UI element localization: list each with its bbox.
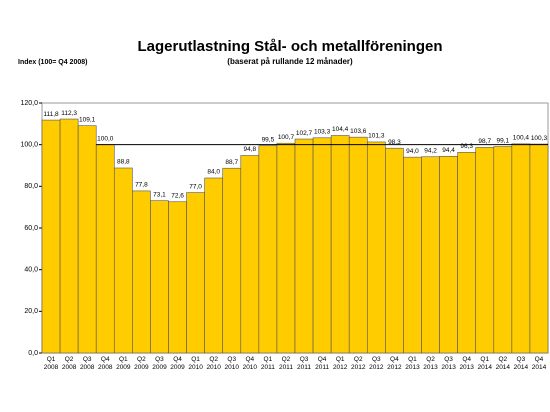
x-tick-label: Q4 2014	[531, 356, 547, 371]
value-label: 103,3	[314, 129, 331, 136]
value-label: 77,8	[135, 182, 148, 189]
x-tick-label: Q3 2014	[513, 356, 529, 371]
value-label: 112,3	[61, 110, 77, 117]
bar	[511, 143, 531, 354]
x-tick-label: Q4 2013	[459, 356, 474, 371]
value-label: 100,4	[513, 135, 530, 142]
bar	[475, 147, 495, 354]
value-label: 111,8	[43, 111, 59, 118]
value-label: 100,3	[531, 135, 548, 142]
bar	[312, 137, 332, 354]
x-tick-label: Q4 2009	[170, 356, 185, 371]
bar	[204, 177, 224, 354]
x-tick-label: Q2 2014	[495, 356, 511, 371]
x-tick-label: Q4 2011	[315, 356, 330, 371]
x-tick-label: Q1 2013	[405, 356, 420, 371]
y-tick-label: 100,0	[20, 142, 38, 149]
x-tick-label: Q4 2008	[98, 356, 113, 371]
x-tick-label: Q2 2012	[351, 356, 366, 371]
y-tick-label: 60,0	[24, 225, 38, 232]
x-tick-label: Q4 2012	[387, 356, 402, 371]
value-label: 104,4	[332, 126, 349, 133]
value-label: 84,0	[207, 169, 220, 176]
value-label: 94,4	[442, 147, 455, 154]
x-tick-label: Q1 2012	[332, 356, 348, 371]
y-tick-label: 120,0	[20, 100, 38, 107]
x-tick-label: Q1 2010	[188, 356, 203, 371]
value-label: 102,7	[296, 130, 313, 137]
bar	[348, 136, 368, 354]
y-tick-label: 0,0	[28, 350, 38, 357]
x-tick-label: Q3 2010	[224, 356, 239, 371]
value-label: 94,8	[243, 146, 256, 153]
bar	[258, 145, 278, 354]
value-label: 98,7	[478, 138, 491, 145]
chart-subtitle: (baserat på rullande 12 månader)	[227, 57, 353, 66]
y-axis-label: Index (100= Q4 2008)	[18, 59, 87, 66]
x-tick-label: Q3 2012	[369, 356, 384, 371]
value-label: 100,0	[97, 135, 114, 142]
value-label: 109,1	[79, 116, 96, 123]
value-label: 103,6	[350, 128, 367, 135]
value-label: 88,8	[117, 159, 130, 166]
bar	[457, 152, 477, 354]
bar	[439, 156, 458, 354]
x-tick-label: Q3 2011	[297, 356, 312, 371]
value-label: 100,7	[278, 134, 295, 141]
bar	[41, 119, 61, 354]
bar	[59, 118, 79, 354]
x-tick-label: Q1 2014	[477, 356, 492, 371]
x-tick-label: Q2 2009	[134, 356, 149, 371]
bar	[403, 156, 422, 354]
y-tick-label: 80,0	[24, 183, 38, 190]
bar	[132, 190, 151, 354]
bar	[95, 144, 115, 354]
value-label: 73,1	[153, 191, 166, 198]
bar	[150, 200, 169, 354]
value-label: 96,3	[460, 143, 473, 150]
value-label: 72,6	[171, 192, 184, 199]
x-tick-label: Q1 2011	[260, 356, 275, 371]
x-tick-label: Q3 2009	[152, 356, 167, 371]
bar	[276, 142, 296, 354]
bar	[168, 201, 187, 354]
x-tick-label: Q2 2010	[206, 356, 221, 371]
value-label: 94,2	[424, 147, 437, 154]
bar	[186, 192, 205, 354]
value-label: 77,0	[189, 183, 202, 190]
chart-title: Lagerutlastning Stål- och metallförening…	[137, 38, 442, 55]
x-tick-label: Q4 2010	[242, 356, 258, 371]
value-label: 98,3	[388, 139, 401, 146]
x-tick-label: Q2 2013	[423, 356, 438, 371]
x-tick-label: Q1 2008	[43, 356, 59, 371]
bar	[385, 147, 404, 354]
value-label: 99,5	[262, 136, 275, 143]
x-tick-label: Q3 2008	[79, 356, 95, 371]
x-tick-label: Q3 2013	[441, 356, 456, 371]
y-tick-label: 40,0	[24, 267, 38, 274]
bar	[330, 135, 350, 354]
bar	[222, 167, 242, 354]
value-label: 99,1	[496, 137, 509, 144]
value-label: 88,7	[225, 159, 238, 166]
x-tick-label: Q2 2008	[61, 356, 77, 371]
bar	[366, 141, 386, 354]
bar	[529, 143, 549, 354]
bar	[294, 138, 314, 354]
bar	[240, 155, 260, 354]
bar	[421, 156, 440, 354]
x-tick-label: Q2 2011	[278, 356, 293, 371]
y-tick-label: 20,0	[24, 308, 38, 315]
value-label: 101,3	[368, 133, 385, 140]
bar	[77, 125, 97, 354]
value-label: 94,0	[406, 148, 419, 155]
bar	[113, 167, 133, 354]
x-tick-label: Q1 2009	[116, 356, 131, 371]
bar	[493, 146, 513, 354]
